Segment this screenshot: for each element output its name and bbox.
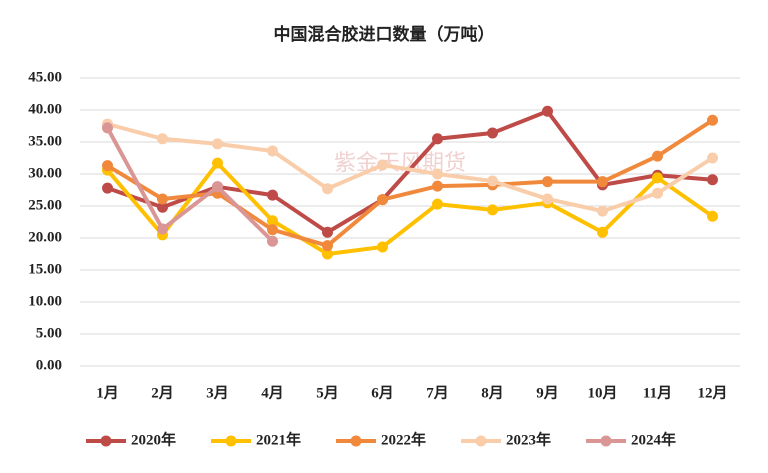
legend-label: 2021年 <box>256 430 301 448</box>
y-tick-label: 25.00 <box>28 197 62 213</box>
series-point <box>267 215 278 227</box>
x-tick-label: 5月 <box>316 384 339 401</box>
series-point <box>212 181 223 193</box>
series-point <box>157 193 168 205</box>
y-tick-label: 10.00 <box>28 293 62 309</box>
series-point <box>542 105 553 117</box>
series-point <box>432 180 443 192</box>
legend-label: 2024年 <box>631 430 676 448</box>
y-tick-label: 45.00 <box>28 69 62 85</box>
series-point <box>542 193 553 205</box>
series-point <box>542 176 553 188</box>
legend-label: 2020年 <box>131 430 176 448</box>
series-point <box>487 127 498 139</box>
x-tick-label: 3月 <box>206 384 229 401</box>
series-point <box>707 114 718 126</box>
series-point <box>432 133 443 145</box>
x-tick-label: 11月 <box>643 384 672 401</box>
series-point <box>267 235 278 247</box>
series-point <box>597 176 608 188</box>
series-point <box>597 226 608 238</box>
x-tick-label: 2月 <box>151 384 174 401</box>
x-tick-label: 1月 <box>96 384 119 401</box>
series-point <box>597 205 608 217</box>
series-line <box>106 122 714 214</box>
x-tick-label: 7月 <box>426 384 449 401</box>
series-point <box>652 187 663 199</box>
series-point <box>267 145 278 157</box>
watermark: 紫金天风期货 <box>334 150 466 175</box>
legend-marker <box>350 435 362 447</box>
legend-marker <box>475 435 487 447</box>
series-point <box>102 122 113 134</box>
x-tick-label: 8月 <box>481 384 504 401</box>
series-point <box>267 224 278 236</box>
series-point <box>707 210 718 222</box>
y-tick-label: 35.00 <box>28 133 62 149</box>
x-tick-label: 6月 <box>371 384 394 401</box>
series-point <box>322 226 333 238</box>
legend-marker <box>100 435 112 447</box>
y-tick-label: 15.00 <box>28 261 62 277</box>
y-tick-label: 30.00 <box>28 165 62 181</box>
series-point <box>487 175 498 187</box>
series-point <box>322 183 333 195</box>
series-point <box>102 160 113 172</box>
y-tick-label: 0.00 <box>36 357 62 373</box>
chart-title: 中国混合胶进口数量（万吨） <box>274 24 495 44</box>
legend-marker <box>600 435 612 447</box>
series-point <box>707 152 718 164</box>
series-point <box>322 240 333 252</box>
series-line <box>105 126 274 243</box>
series-point <box>102 182 113 194</box>
y-tick-label: 40.00 <box>28 101 62 117</box>
series-point <box>322 248 333 260</box>
legend-marker <box>225 435 237 447</box>
legend-label: 2023年 <box>506 430 551 448</box>
x-tick-label: 9月 <box>536 384 559 401</box>
x-tick-label: 4月 <box>261 384 284 401</box>
x-tick-label: 12月 <box>697 384 727 401</box>
series-point <box>212 138 223 150</box>
series-point <box>157 201 168 213</box>
series-point <box>652 172 663 184</box>
series-point <box>652 150 663 162</box>
y-tick-label: 20.00 <box>28 229 62 245</box>
series-point <box>432 168 443 180</box>
x-tick-label: 10月 <box>587 384 617 401</box>
series-point <box>157 223 168 235</box>
series-point <box>157 133 168 145</box>
y-tick-label: 5.00 <box>36 325 62 341</box>
series-point <box>377 241 388 253</box>
series-line <box>105 161 714 256</box>
series-point <box>267 189 278 201</box>
series-point <box>377 159 388 171</box>
legend-label: 2022年 <box>381 430 426 448</box>
series-point <box>377 194 388 206</box>
series-point <box>432 198 443 210</box>
series-point <box>212 157 223 169</box>
series-point <box>707 174 718 186</box>
series-point <box>487 204 498 216</box>
